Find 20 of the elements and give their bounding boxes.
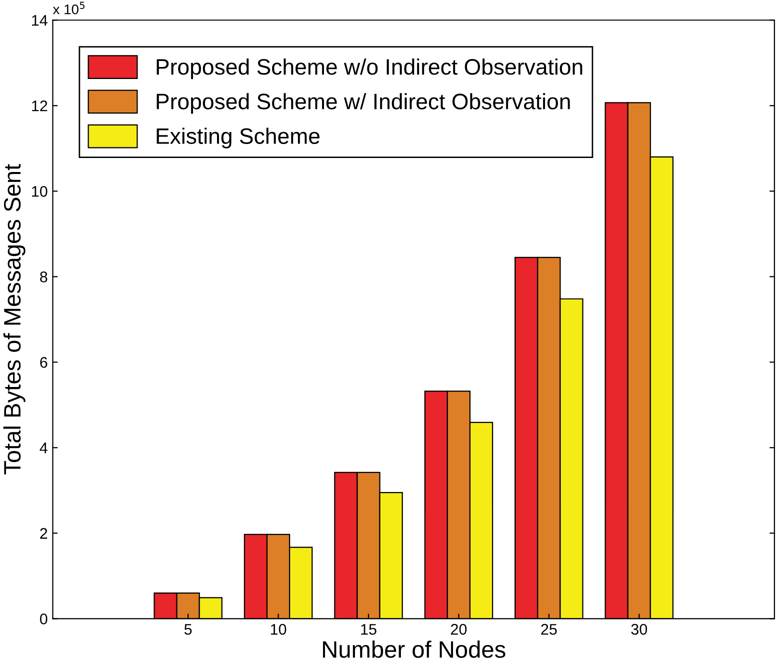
legend-label: Proposed Scheme w/o Indirect Observation [156,58,582,80]
y-tick-label: 12 [32,100,48,112]
text: x 10$^{5}$ [52,2,84,14]
legend-label: Proposed Scheme w/ Indirect Observation [156,93,570,114]
x-axis-title: Number of Nodes [323,640,506,658]
y-tick-label: 8 [40,272,48,282]
x-tick-label: 5 [184,624,192,635]
y-tick-label: 0 [40,614,48,624]
x-tick-label: 20 [450,624,467,635]
x-tick-label: 25 [541,624,557,635]
y-tick-label: 10 [32,186,48,197]
x-tick-label: 10 [270,624,286,635]
legend-label: Existing Scheme [156,128,320,148]
y-tick-label: 2 [40,528,48,539]
y-tick-label: 14 [32,15,48,26]
y-tick-label: 6 [40,357,48,368]
x-tick-label: 30 [631,624,648,635]
x-tick-label: 15 [361,624,376,635]
y-axis-title: Total Bytes of Messages Sent [3,164,26,474]
y-tick-label: 4 [40,442,48,454]
